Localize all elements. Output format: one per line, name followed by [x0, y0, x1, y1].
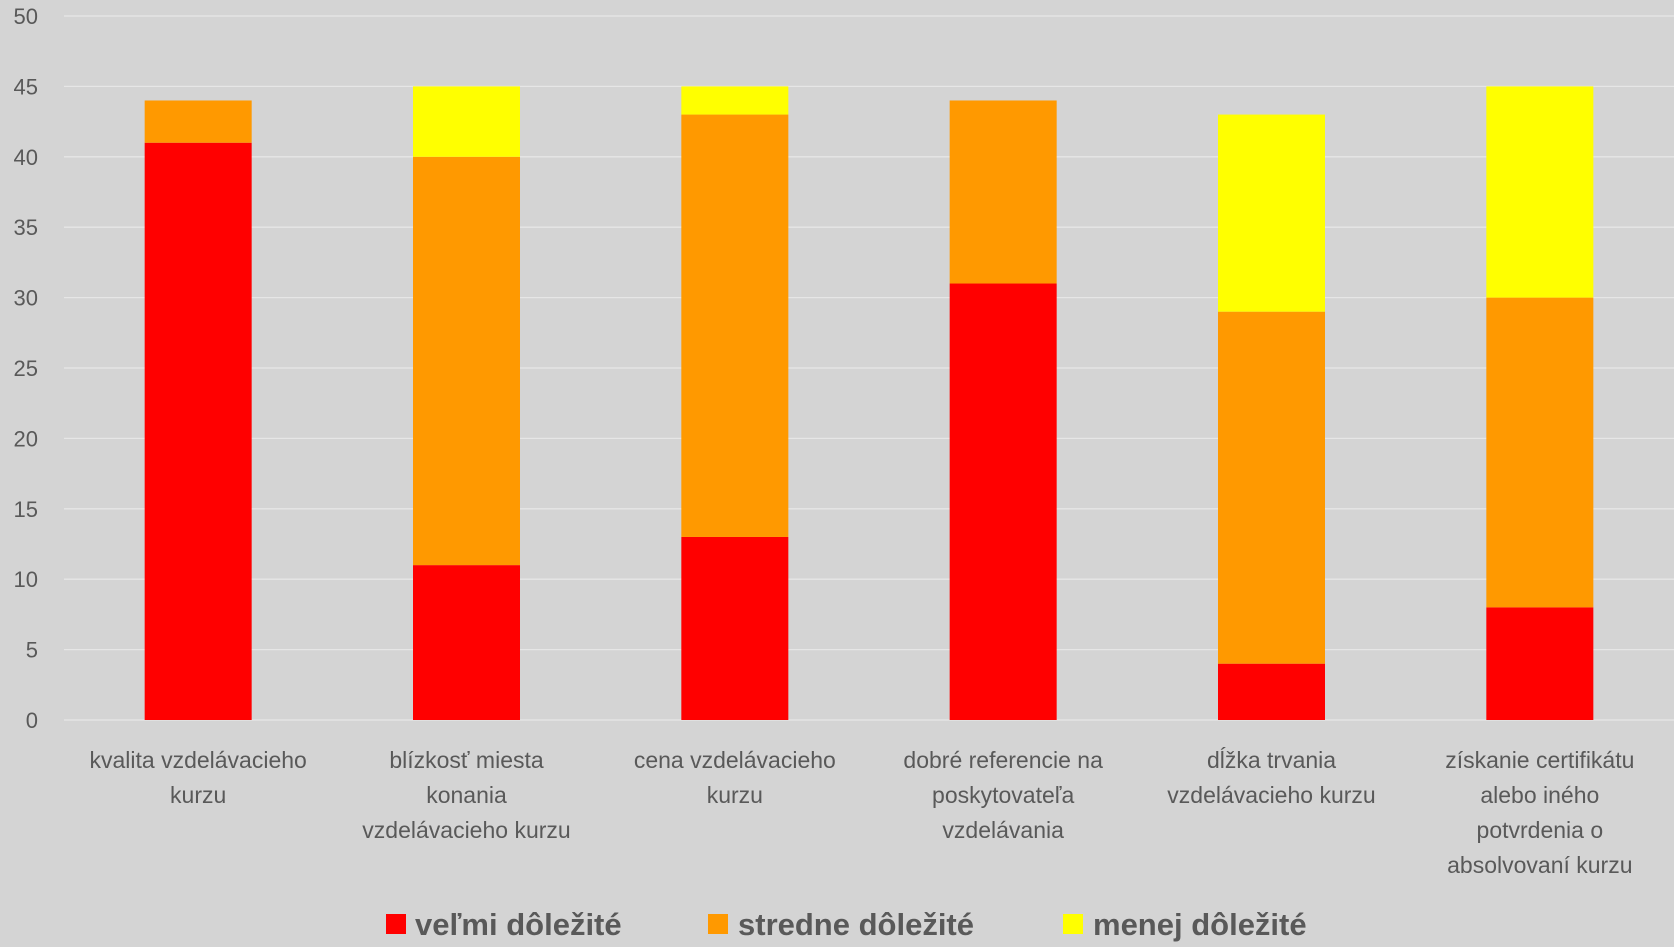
x-category-label-line: alebo iného — [1480, 782, 1599, 808]
bar-segment — [413, 86, 520, 157]
x-category-label-line: poskytovateľa — [932, 782, 1074, 808]
bar-segment — [681, 536, 789, 720]
legend-item: veľmi dôležité — [386, 907, 622, 942]
legend-item: menej dôležité — [1063, 907, 1307, 942]
y-tick-label: 40 — [14, 145, 38, 170]
x-category-label-line: vzdelávania — [942, 817, 1064, 843]
legend-swatch — [386, 914, 406, 934]
y-axis: 0 5 10 15 20 25 30 35 40 45 50 — [14, 4, 38, 733]
x-category-label-line: kvalita vzdelávacieho — [89, 747, 306, 773]
bar-segment — [1486, 297, 1594, 608]
bar-segment — [949, 283, 1057, 720]
x-category-label-line: blízkosť miesta — [389, 747, 544, 773]
bar-segment — [1486, 607, 1594, 720]
x-category-label-line: konania — [426, 782, 507, 808]
x-category-label-line: dobré referencie na — [903, 747, 1103, 773]
legend: veľmi dôležité stredne dôležité menej dôle… — [386, 907, 1307, 942]
y-tick-label: 20 — [14, 426, 38, 451]
x-category-label-line: vzdelávacieho kurzu — [362, 817, 570, 843]
x-category-label-line: absolvovaní kurzu — [1447, 852, 1632, 878]
bar-segment — [144, 100, 252, 143]
legend-label: stredne dôležité — [738, 907, 974, 942]
x-category-label: kvalita vzdelávacieho kurzu — [89, 747, 306, 808]
y-tick-label: 45 — [14, 74, 38, 99]
bar-segment — [413, 156, 520, 566]
y-tick-label: 30 — [14, 286, 38, 311]
x-category-label: cena vzdelávacieho kurzu — [634, 747, 836, 808]
x-category-label-line: získanie certifikátu — [1445, 747, 1634, 773]
legend-swatch — [1063, 914, 1083, 934]
legend-label: menej dôležité — [1093, 907, 1307, 942]
x-category-label: dĺžka trvania vzdelávacieho kurzu — [1167, 746, 1375, 808]
bar-segment — [949, 100, 1057, 284]
y-tick-label: 25 — [14, 356, 38, 381]
legend-label: veľmi dôležité — [415, 907, 622, 942]
bar-segment — [1486, 86, 1594, 298]
legend-swatch — [708, 914, 728, 934]
x-axis-labels: kvalita vzdelávacieho kurzu blízkosť miest… — [89, 746, 1634, 878]
bar-segment — [681, 114, 789, 537]
x-category-label-line: cena vzdelávacieho — [634, 747, 836, 773]
y-tick-label: 15 — [14, 497, 38, 522]
x-category-label-line: vzdelávacieho kurzu — [1167, 782, 1375, 808]
x-category-label: získanie certifikátu alebo iného potvrdeni… — [1445, 747, 1634, 878]
y-tick-label: 5 — [26, 638, 38, 663]
y-tick-label: 35 — [14, 215, 38, 240]
legend-item: stredne dôležité — [708, 907, 974, 942]
y-tick-label: 0 — [26, 708, 38, 733]
x-category-label: dobré referencie na poskytovateľa vzdeláva… — [903, 747, 1103, 843]
x-category-label: blízkosť miesta konania vzdelávacieho kurz… — [362, 747, 570, 843]
bar-segment — [1218, 663, 1325, 720]
bar-segment — [1218, 114, 1325, 312]
x-category-label-line: dĺžka trvania — [1207, 746, 1336, 773]
x-category-label-line: potvrdenia o — [1477, 817, 1604, 843]
bar-segment — [1218, 311, 1325, 664]
gridlines — [64, 15, 1674, 721]
bars — [144, 86, 1594, 721]
y-tick-label: 10 — [14, 567, 38, 592]
y-tick-label: 50 — [14, 4, 38, 29]
x-category-label-line: kurzu — [170, 782, 226, 808]
bar-segment — [413, 565, 520, 720]
bar-segment — [681, 86, 789, 115]
bar-segment — [144, 142, 252, 721]
x-category-label-line: kurzu — [707, 782, 763, 808]
